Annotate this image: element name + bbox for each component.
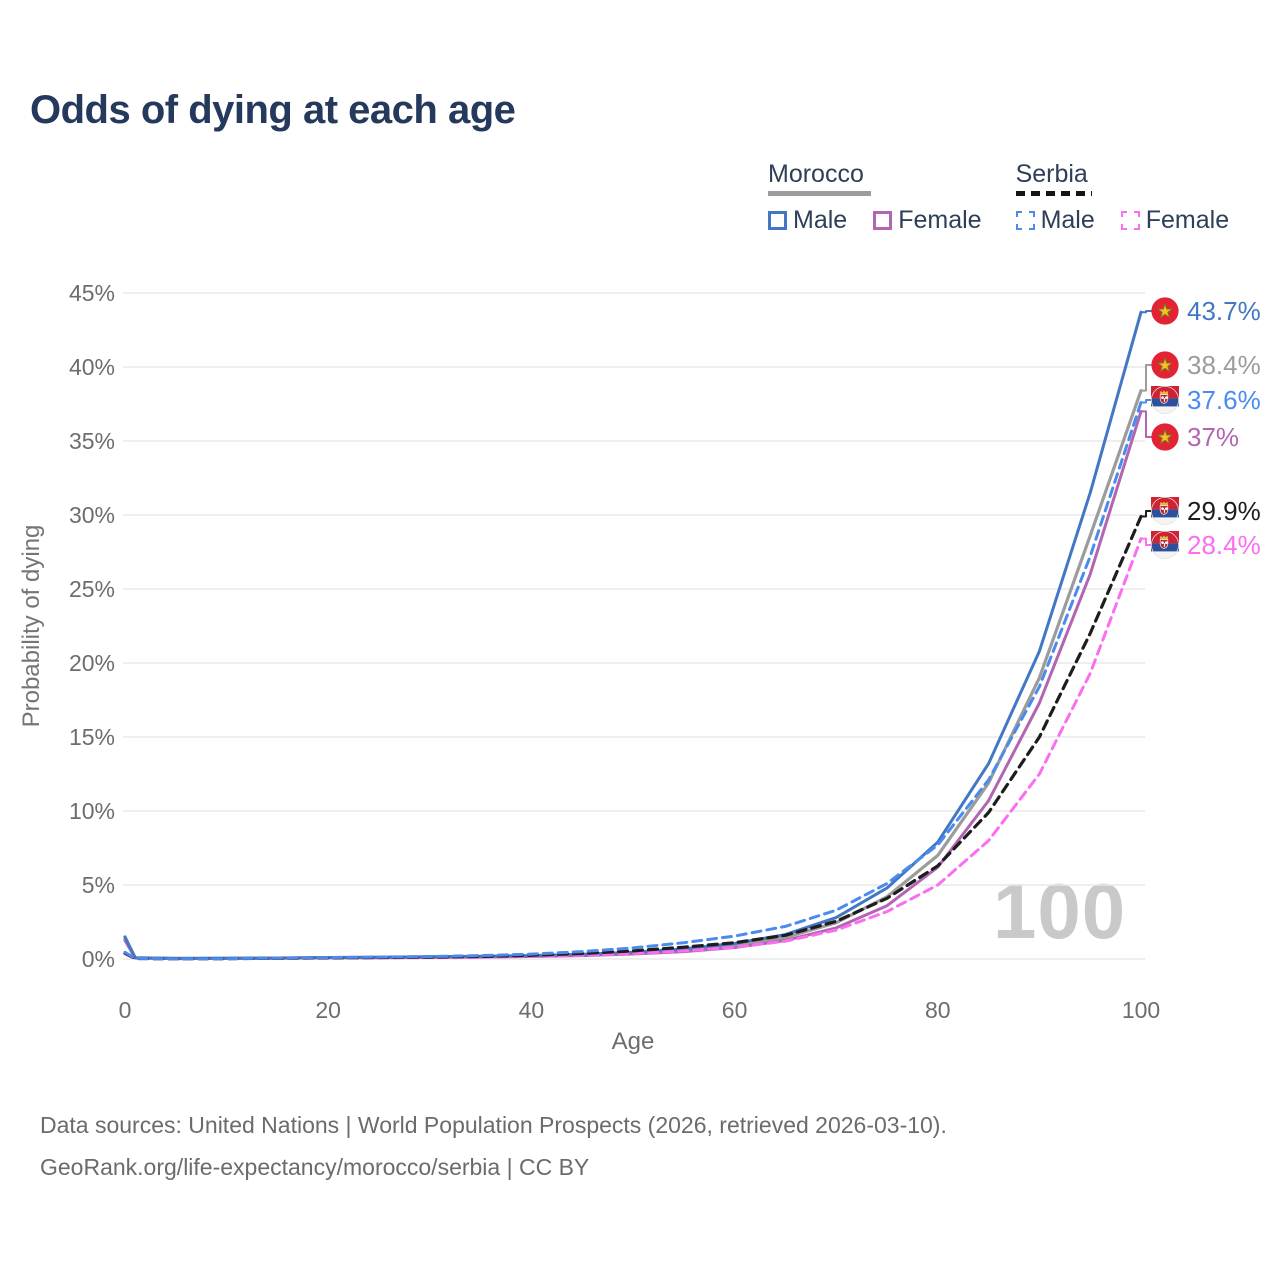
y-tick-label: 30%: [68, 502, 115, 528]
morocco-male-swatch-icon: [768, 211, 787, 230]
legend-item-morocco-male[interactable]: Male: [768, 206, 847, 235]
label-leader: [1141, 310, 1152, 314]
footer-attribution[interactable]: GeoRank.org/life-expectancy/morocco/serb…: [40, 1154, 590, 1180]
legend-group-serbia: Serbia Male Female: [1015, 160, 1230, 235]
morocco-flag-icon: [1151, 351, 1179, 379]
label-leader: [1141, 364, 1152, 392]
x-tick-label: 60: [721, 997, 748, 1023]
x-axis-title: Age: [611, 1028, 655, 1055]
serbia-flag-icon: [1151, 386, 1179, 414]
series-line-serbia-female: [123, 537, 1143, 961]
x-tick-label: 100: [1121, 997, 1161, 1023]
legend-group-morocco: Morocco Male Female: [768, 160, 982, 235]
legend-item-morocco-female[interactable]: Female: [873, 206, 982, 235]
series-line-morocco-female: [123, 409, 1143, 961]
serbia-female-swatch-icon: [1120, 211, 1140, 230]
serbia-dashed-line-sample: [1015, 191, 1092, 196]
end-value-label: 38.4%: [1187, 350, 1261, 380]
end-value-label: 43.7%: [1187, 296, 1261, 326]
y-tick-label: 25%: [68, 576, 115, 602]
legend-label: Male: [1040, 206, 1095, 234]
serbia-flag-icon: [1151, 531, 1179, 559]
morocco-female-swatch-icon: [873, 211, 893, 230]
end-value-label: 37%: [1187, 422, 1240, 452]
morocco-flag-icon: [1151, 297, 1179, 325]
label-leader: [1141, 537, 1152, 546]
legend-country-serbia[interactable]: Serbia: [1015, 160, 1088, 188]
y-tick-label: 15%: [68, 724, 115, 750]
x-tick-label: 40: [518, 997, 545, 1023]
y-tick-label: 45%: [68, 280, 115, 306]
morocco-solid-line-sample: [768, 191, 871, 196]
legend-item-serbia-male[interactable]: Male: [1015, 206, 1095, 235]
end-label-serbia-male[interactable]: 37.6%: [1151, 385, 1261, 415]
legend-label: Female: [1145, 206, 1230, 234]
end-label-serbia-both-sexes[interactable]: 29.9%: [1151, 496, 1261, 526]
serbia-male-swatch-icon: [1015, 211, 1035, 230]
series-line-morocco-both-sexes: [123, 389, 1143, 961]
y-tick-label: 35%: [68, 428, 115, 454]
end-value-label: 28.4%: [1187, 530, 1261, 560]
footer: Data sources: United Nations | World Pop…: [40, 1104, 947, 1188]
footer-data-sources: Data sources: United Nations | World Pop…: [40, 1112, 947, 1138]
legend-country-morocco[interactable]: Morocco: [768, 160, 864, 188]
end-value-label: 37.6%: [1187, 385, 1261, 415]
series-line-serbia-male: [123, 401, 1143, 961]
label-leader: [1141, 399, 1152, 404]
y-tick-label: 40%: [68, 354, 115, 380]
end-label-morocco-both-sexes[interactable]: 38.4%: [1151, 350, 1261, 380]
label-leader: [1141, 510, 1152, 518]
end-value-label: 29.9%: [1187, 496, 1261, 526]
legend-label: Female: [898, 206, 982, 234]
series-line-morocco-male: [123, 310, 1143, 960]
end-label-serbia-female[interactable]: 28.4%: [1151, 530, 1261, 560]
end-label-morocco-male[interactable]: 43.7%: [1151, 296, 1261, 326]
label-leader: [1141, 410, 1152, 438]
x-tick-label: 20: [315, 997, 341, 1023]
y-tick-label: 10%: [68, 798, 115, 824]
legend: Morocco Male Female Serbia: [768, 160, 1229, 235]
legend-label: Male: [793, 206, 848, 234]
x-tick-label: 0: [118, 997, 132, 1023]
y-axis-title: Probability of dying: [18, 524, 45, 728]
legend-item-serbia-female[interactable]: Female: [1120, 206, 1230, 235]
serbia-flag-icon: [1151, 497, 1179, 525]
y-tick-label: 5%: [81, 872, 115, 898]
x-tick-label: 80: [925, 997, 951, 1023]
page-title: Odds of dying at each age: [30, 88, 516, 132]
morocco-flag-icon: [1151, 423, 1179, 451]
y-tick-label: 0%: [81, 946, 115, 972]
end-label-morocco-female[interactable]: 37%: [1151, 422, 1239, 452]
y-tick-label: 20%: [68, 650, 115, 676]
